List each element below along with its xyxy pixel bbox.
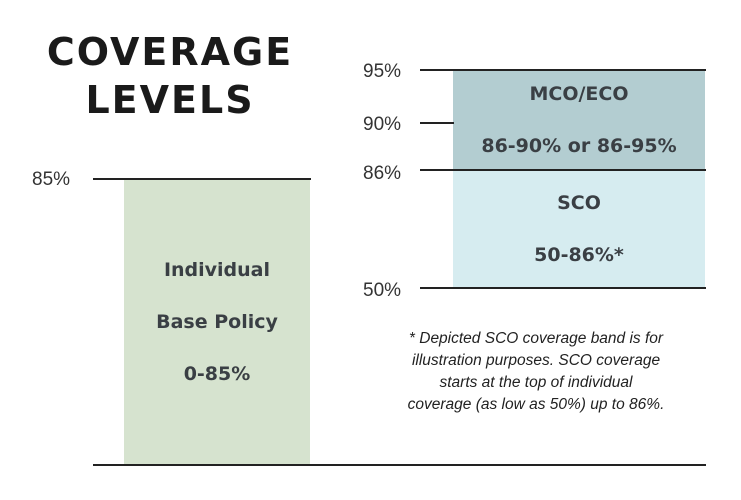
bar-sco: SCO 50-86%* bbox=[453, 170, 705, 288]
tick-label-85: 85% bbox=[32, 169, 71, 190]
gridline-86 bbox=[420, 169, 706, 171]
bar-label-range-0-85: 0-85% bbox=[183, 363, 251, 385]
bar-label-sco-range: 50-86%* bbox=[534, 244, 624, 266]
chart-title-line2: LEVELS bbox=[85, 78, 255, 122]
bar-label-mco-eco-name: MCO/ECO bbox=[529, 83, 629, 105]
footnote-line1: * Depicted SCO coverage band is for bbox=[408, 330, 664, 347]
bar-label-base-policy: Base Policy bbox=[156, 311, 278, 333]
footnote-line2: illustration purposes. SCO coverage bbox=[411, 352, 661, 369]
footnote-line4: coverage (as low as 50%) up to 86%. bbox=[407, 396, 665, 413]
baseline bbox=[93, 464, 706, 466]
gridline-50 bbox=[420, 287, 706, 289]
gridline-95 bbox=[420, 69, 706, 71]
bar-label-sco-name: SCO bbox=[557, 192, 601, 214]
tick-label-95: 95% bbox=[363, 61, 402, 82]
bar-mco-eco: MCO/ECO 86-90% or 86-95% bbox=[453, 70, 705, 170]
tick-label-50: 50% bbox=[363, 280, 402, 301]
tick-label-90: 90% bbox=[363, 114, 402, 135]
bar-label-mco-eco-range: 86-90% or 86-95% bbox=[481, 135, 677, 157]
footnote-line3: starts at the top of individual bbox=[439, 374, 633, 391]
bar-label-mco-eco: MCO/ECO 86-90% or 86-95% bbox=[481, 55, 676, 185]
footnote: * Depicted SCO coverage band is for illu… bbox=[366, 328, 706, 416]
bar-individual-base-policy: Individual Base Policy 0-85% bbox=[124, 180, 310, 464]
bar-label-sco: SCO 50-86%* bbox=[534, 164, 624, 294]
gridline-90 bbox=[420, 122, 454, 124]
bar-label-individual: Individual bbox=[163, 259, 271, 281]
bar-label-individual-base-policy: Individual Base Policy 0-85% bbox=[156, 231, 278, 413]
tick-label-86: 86% bbox=[363, 163, 402, 184]
chart-title-line1: COVERAGE bbox=[46, 30, 294, 74]
gridline-85 bbox=[93, 178, 311, 180]
